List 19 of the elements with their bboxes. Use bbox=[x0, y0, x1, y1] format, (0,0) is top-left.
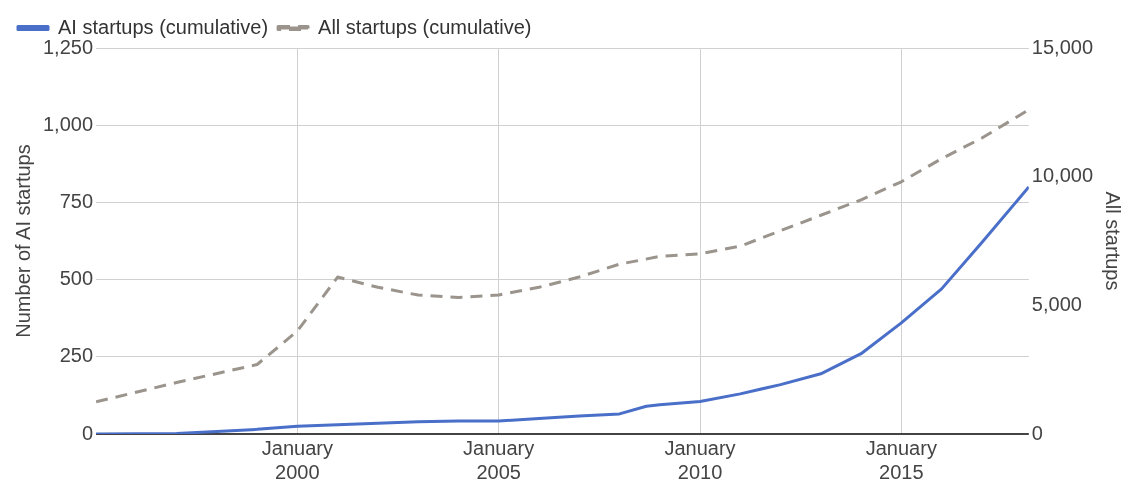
y-tick-label: 1,000 bbox=[42, 112, 94, 135]
y2-tick-label: 0 bbox=[1031, 421, 1043, 444]
x-tick-label: January 2000 bbox=[261, 436, 333, 483]
y-axis-title: Number of AI startups bbox=[11, 144, 34, 338]
line-series bbox=[96, 108, 1029, 404]
y-tick-label: 500 bbox=[59, 267, 94, 290]
x-tick-label: January 2010 bbox=[664, 436, 736, 483]
y2-tick-label: 5,000 bbox=[1031, 292, 1082, 315]
x-tick-label: January 2015 bbox=[865, 436, 937, 483]
y2-axis-title: All startups bbox=[1102, 191, 1125, 291]
y-tick-label: 1,250 bbox=[42, 35, 94, 58]
y2-tick-label: 15,000 bbox=[1031, 35, 1093, 58]
x-tick-label: January 2005 bbox=[463, 436, 535, 483]
y-tick-label: 750 bbox=[59, 189, 94, 212]
legend-label: AI startups (cumulative) bbox=[58, 15, 269, 38]
y-tick-label: 250 bbox=[59, 344, 94, 367]
y2-tick-label: 10,000 bbox=[1031, 164, 1093, 187]
y-tick-label: 0 bbox=[81, 421, 94, 444]
legend-label: All startups (cumulative) bbox=[318, 15, 532, 38]
